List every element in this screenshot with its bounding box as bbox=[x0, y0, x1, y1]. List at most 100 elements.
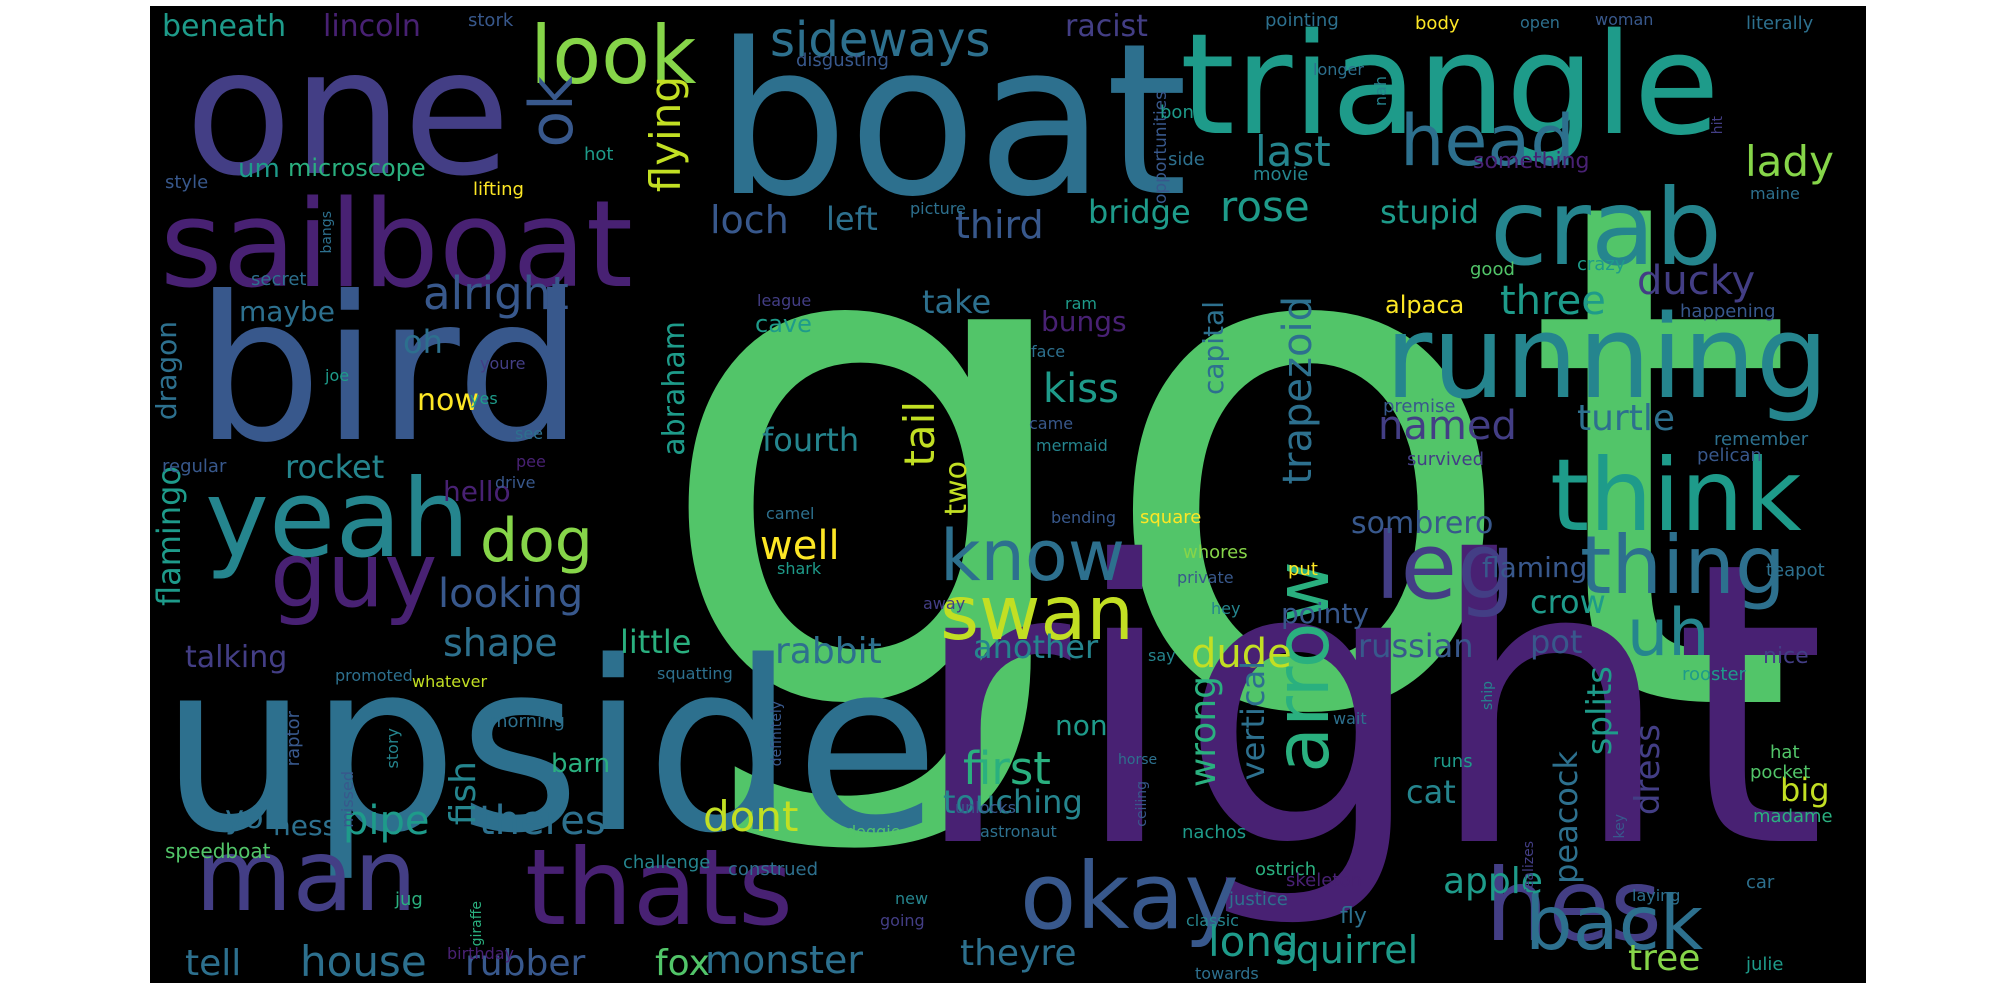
word-face: face bbox=[1031, 342, 1066, 361]
word-um: um bbox=[238, 154, 280, 184]
word-ram: ram bbox=[1065, 294, 1097, 313]
word-peacock: peacock bbox=[1547, 751, 1585, 884]
word-movie: movie bbox=[1253, 164, 1309, 185]
word-whores: whores bbox=[1183, 542, 1248, 563]
word-unlocks: unlocks bbox=[955, 798, 1016, 817]
word-realizes: realizes bbox=[1521, 841, 1537, 895]
word-classic: classic bbox=[1186, 911, 1239, 930]
word-big: big bbox=[1780, 771, 1830, 809]
word-lincoln: lincoln bbox=[323, 9, 421, 44]
word-barn: barn bbox=[551, 749, 611, 779]
word-apple: apple bbox=[1443, 861, 1543, 902]
word-sailboat: sailboat bbox=[160, 176, 633, 315]
word-flamingo: flamingo bbox=[150, 466, 188, 606]
word-upside: upside bbox=[160, 612, 940, 885]
word-literally: literally bbox=[1746, 13, 1814, 34]
word-last: last bbox=[1255, 127, 1331, 176]
word-hit: hit bbox=[1710, 116, 1726, 135]
word-longer: longer bbox=[1313, 60, 1364, 79]
word-picture: picture bbox=[910, 199, 966, 218]
word-two: two bbox=[939, 461, 974, 516]
word-pelican: pelican bbox=[1697, 445, 1762, 466]
word-swan: swan bbox=[940, 569, 1134, 657]
word-look: look bbox=[530, 9, 697, 102]
word-madame: madame bbox=[1753, 806, 1833, 827]
word-named: named bbox=[1378, 403, 1517, 449]
word-body: body bbox=[1415, 13, 1460, 34]
word-bangs: bangs bbox=[319, 211, 335, 254]
word-definitely: definitely bbox=[769, 701, 785, 767]
word-bony: bony bbox=[1160, 102, 1205, 123]
word-crazy: crazy bbox=[1577, 254, 1626, 275]
word-fourth: fourth bbox=[762, 421, 860, 459]
word-dragon: dragon bbox=[150, 321, 183, 421]
word-alright: alright bbox=[423, 267, 569, 320]
word-private: private bbox=[1177, 568, 1234, 587]
word-pointing: pointing bbox=[1265, 10, 1339, 31]
word-see: see bbox=[515, 424, 544, 443]
word-promoted: promoted bbox=[335, 666, 413, 685]
word-yo: yo bbox=[225, 798, 264, 836]
word-one: one bbox=[185, 12, 511, 215]
word-oh: oh bbox=[403, 323, 443, 361]
word-mermaid: mermaid bbox=[1036, 436, 1108, 455]
word-pocket: pocket bbox=[1750, 762, 1811, 783]
word-rubber: rubber bbox=[465, 943, 586, 983]
word-rocket: rocket bbox=[285, 448, 385, 486]
word-towards: towards bbox=[1195, 964, 1259, 983]
word-bird: bird bbox=[195, 254, 584, 487]
word-wrong: wrong bbox=[1183, 676, 1224, 788]
word-nah: nah bbox=[1371, 76, 1390, 107]
word-alpaca: alpaca bbox=[1385, 291, 1465, 319]
word-wait: wait bbox=[1333, 709, 1367, 728]
word-sideways: sideways bbox=[770, 12, 991, 68]
word-laying: laying bbox=[1632, 886, 1681, 905]
word-crab: crab bbox=[1490, 167, 1722, 289]
word-nice: nice bbox=[1763, 644, 1809, 669]
word-lady: lady bbox=[1745, 137, 1834, 186]
word-survived: survived bbox=[1407, 449, 1484, 470]
word-russian: russian bbox=[1358, 627, 1474, 665]
word-skeleton: skeleton bbox=[1286, 870, 1362, 891]
word-justice: justice bbox=[1229, 889, 1288, 910]
word-ness: ness bbox=[273, 809, 338, 842]
word-nachos: nachos bbox=[1182, 822, 1247, 843]
word-hot: hot bbox=[584, 144, 614, 165]
word-house: house bbox=[300, 937, 427, 983]
word-flying: flying bbox=[641, 76, 690, 193]
word-ok: ok bbox=[517, 76, 587, 148]
word-hey: hey bbox=[1211, 599, 1241, 618]
word-hello: hello bbox=[443, 475, 511, 508]
word-camel: camel bbox=[766, 504, 815, 523]
word-julie: julie bbox=[1746, 954, 1784, 975]
word-splits: splits bbox=[1580, 666, 1620, 756]
word-birthday: birthday bbox=[447, 944, 515, 963]
word-horse: horse bbox=[1118, 752, 1158, 768]
word-dude: dude bbox=[1191, 631, 1292, 677]
word-yes: yes bbox=[470, 389, 498, 408]
word-happening: happening bbox=[1680, 301, 1776, 322]
word-side: side bbox=[1168, 149, 1205, 170]
word-abraham: abraham bbox=[657, 321, 692, 456]
word-challenge: challenge bbox=[623, 852, 711, 873]
word-back: back bbox=[1525, 879, 1704, 967]
word-put: put bbox=[1288, 559, 1318, 580]
word-ceiling: ceiling bbox=[1134, 781, 1150, 827]
word-trapezoid: trapezoid bbox=[1275, 296, 1321, 485]
word-now: now bbox=[417, 383, 479, 418]
word-doggie: doggie bbox=[846, 822, 901, 841]
word-microscope: microscope bbox=[288, 154, 426, 182]
word-little: little bbox=[620, 623, 692, 661]
word-turtle: turtle bbox=[1577, 398, 1675, 439]
word-squirrel: squirrel bbox=[1276, 928, 1419, 972]
word-theyre: theyre bbox=[960, 933, 1077, 974]
word-something: something bbox=[1473, 149, 1590, 174]
word-raptor: raptor bbox=[283, 711, 304, 767]
word-flaming: flaming bbox=[1482, 551, 1588, 584]
word-talking: talking bbox=[185, 640, 288, 675]
word-head: head bbox=[1400, 100, 1575, 182]
word-new: new bbox=[895, 889, 929, 908]
word-know: know bbox=[940, 515, 1125, 597]
word-lifting: lifting bbox=[473, 179, 524, 200]
word-first: first bbox=[963, 742, 1051, 795]
